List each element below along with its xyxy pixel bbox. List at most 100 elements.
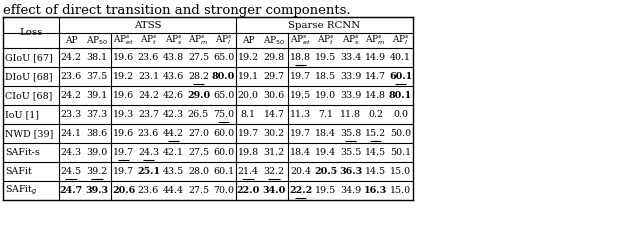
Text: 27.5: 27.5 [188, 186, 209, 195]
Text: 24.1: 24.1 [61, 129, 81, 138]
Text: 19.0: 19.0 [315, 91, 336, 100]
Text: 14.5: 14.5 [365, 167, 386, 176]
Text: 60.1: 60.1 [389, 72, 412, 81]
Text: 22.2: 22.2 [289, 186, 312, 195]
Text: Sparse RCNN: Sparse RCNN [289, 21, 360, 30]
Text: 24.7: 24.7 [60, 186, 83, 195]
Text: 24.2: 24.2 [138, 91, 159, 100]
Text: 28.0: 28.0 [188, 167, 209, 176]
Text: 23.6: 23.6 [138, 186, 159, 195]
Text: 39.1: 39.1 [86, 91, 108, 100]
Text: 0.2: 0.2 [368, 110, 383, 119]
Text: AP$^s_l$: AP$^s_l$ [214, 34, 232, 47]
Text: 43.8: 43.8 [163, 53, 184, 62]
Text: 40.1: 40.1 [390, 53, 411, 62]
Text: 23.1: 23.1 [138, 72, 159, 81]
Text: 33.9: 33.9 [340, 72, 361, 81]
Text: 60.1: 60.1 [213, 167, 234, 176]
Text: 8.1: 8.1 [241, 110, 255, 119]
Text: 20.5: 20.5 [314, 167, 337, 176]
Text: 37.5: 37.5 [86, 72, 108, 81]
Text: 29.7: 29.7 [264, 72, 285, 81]
Text: 19.7: 19.7 [290, 72, 311, 81]
Text: 23.3: 23.3 [60, 110, 82, 119]
Text: 50.0: 50.0 [390, 129, 411, 138]
Text: 19.8: 19.8 [237, 148, 259, 157]
Text: 60.0: 60.0 [213, 129, 234, 138]
Text: 36.3: 36.3 [339, 167, 362, 176]
Text: SAFit: SAFit [5, 167, 32, 176]
Text: 21.4: 21.4 [237, 167, 259, 176]
Text: AP$^s_{et}$: AP$^s_{et}$ [113, 34, 134, 47]
Text: 24.5: 24.5 [60, 167, 81, 176]
Text: 50.1: 50.1 [390, 148, 411, 157]
Text: 23.6: 23.6 [138, 129, 159, 138]
Text: 28.2: 28.2 [188, 72, 209, 81]
Text: 19.4: 19.4 [315, 148, 336, 157]
Text: 19.2: 19.2 [237, 53, 259, 62]
Text: 18.4: 18.4 [315, 129, 336, 138]
Text: 42.1: 42.1 [163, 148, 184, 157]
Text: 23.6: 23.6 [60, 72, 82, 81]
Text: 39.3: 39.3 [85, 186, 109, 195]
Text: 14.5: 14.5 [365, 148, 386, 157]
Text: 70.0: 70.0 [213, 186, 234, 195]
Text: 20.6: 20.6 [112, 186, 135, 195]
Text: 43.6: 43.6 [163, 72, 184, 81]
Text: 20.0: 20.0 [237, 91, 259, 100]
Text: 11.3: 11.3 [290, 110, 311, 119]
Text: 31.2: 31.2 [264, 148, 285, 157]
Text: 37.3: 37.3 [86, 110, 108, 119]
Text: CIoU [68]: CIoU [68] [5, 91, 52, 100]
Text: 14.8: 14.8 [365, 91, 386, 100]
Text: SAFit$_g$: SAFit$_g$ [5, 184, 38, 197]
Text: 0.0: 0.0 [393, 110, 408, 119]
Text: 16.3: 16.3 [364, 186, 387, 195]
Text: 11.8: 11.8 [340, 110, 361, 119]
Text: 35.8: 35.8 [340, 129, 361, 138]
Text: SAFit-s: SAFit-s [5, 148, 40, 157]
Text: AP$^s_s$: AP$^s_s$ [164, 34, 182, 47]
Text: 34.0: 34.0 [262, 186, 285, 195]
Text: DIoU [68]: DIoU [68] [5, 72, 52, 81]
Text: 23.6: 23.6 [138, 53, 159, 62]
Text: 26.5: 26.5 [188, 110, 209, 119]
Text: 35.5: 35.5 [340, 148, 361, 157]
Text: 18.4: 18.4 [290, 148, 311, 157]
Text: 33.9: 33.9 [340, 91, 361, 100]
Text: AP: AP [242, 36, 254, 45]
Text: AP$^s_s$: AP$^s_s$ [342, 34, 360, 47]
Text: 24.3: 24.3 [138, 148, 159, 157]
Text: 19.5: 19.5 [315, 53, 336, 62]
Text: AP$_{50}$: AP$_{50}$ [263, 34, 285, 47]
Text: 65.0: 65.0 [213, 91, 234, 100]
Text: 80.0: 80.0 [212, 72, 235, 81]
Text: 44.4: 44.4 [163, 186, 184, 195]
Text: 23.7: 23.7 [138, 110, 159, 119]
Text: 33.4: 33.4 [340, 53, 361, 62]
Text: 19.5: 19.5 [315, 186, 336, 195]
Text: 43.5: 43.5 [163, 167, 184, 176]
Text: AP$^s_m$: AP$^s_m$ [365, 34, 386, 47]
Text: AP$^s_t$: AP$^s_t$ [140, 34, 157, 47]
Text: 19.7: 19.7 [237, 129, 259, 138]
Text: 80.1: 80.1 [389, 91, 412, 100]
Text: 14.7: 14.7 [264, 110, 285, 119]
Text: 38.1: 38.1 [86, 53, 108, 62]
Text: 18.8: 18.8 [290, 53, 311, 62]
Text: 15.0: 15.0 [390, 167, 411, 176]
Text: 19.6: 19.6 [113, 91, 134, 100]
Text: 7.1: 7.1 [318, 110, 333, 119]
Text: AP$_{50}$: AP$_{50}$ [86, 34, 108, 47]
Text: 19.1: 19.1 [237, 72, 259, 81]
Text: 19.5: 19.5 [290, 91, 311, 100]
Text: 19.7: 19.7 [113, 148, 134, 157]
Text: 19.2: 19.2 [113, 72, 134, 81]
Text: AP$^s_{et}$: AP$^s_{et}$ [290, 34, 311, 47]
Text: 32.2: 32.2 [264, 167, 285, 176]
Text: GIoU [67]: GIoU [67] [5, 53, 52, 62]
Text: 18.5: 18.5 [315, 72, 336, 81]
Text: 15.2: 15.2 [365, 129, 386, 138]
Text: 24.2: 24.2 [61, 53, 81, 62]
Text: AP: AP [65, 36, 77, 45]
